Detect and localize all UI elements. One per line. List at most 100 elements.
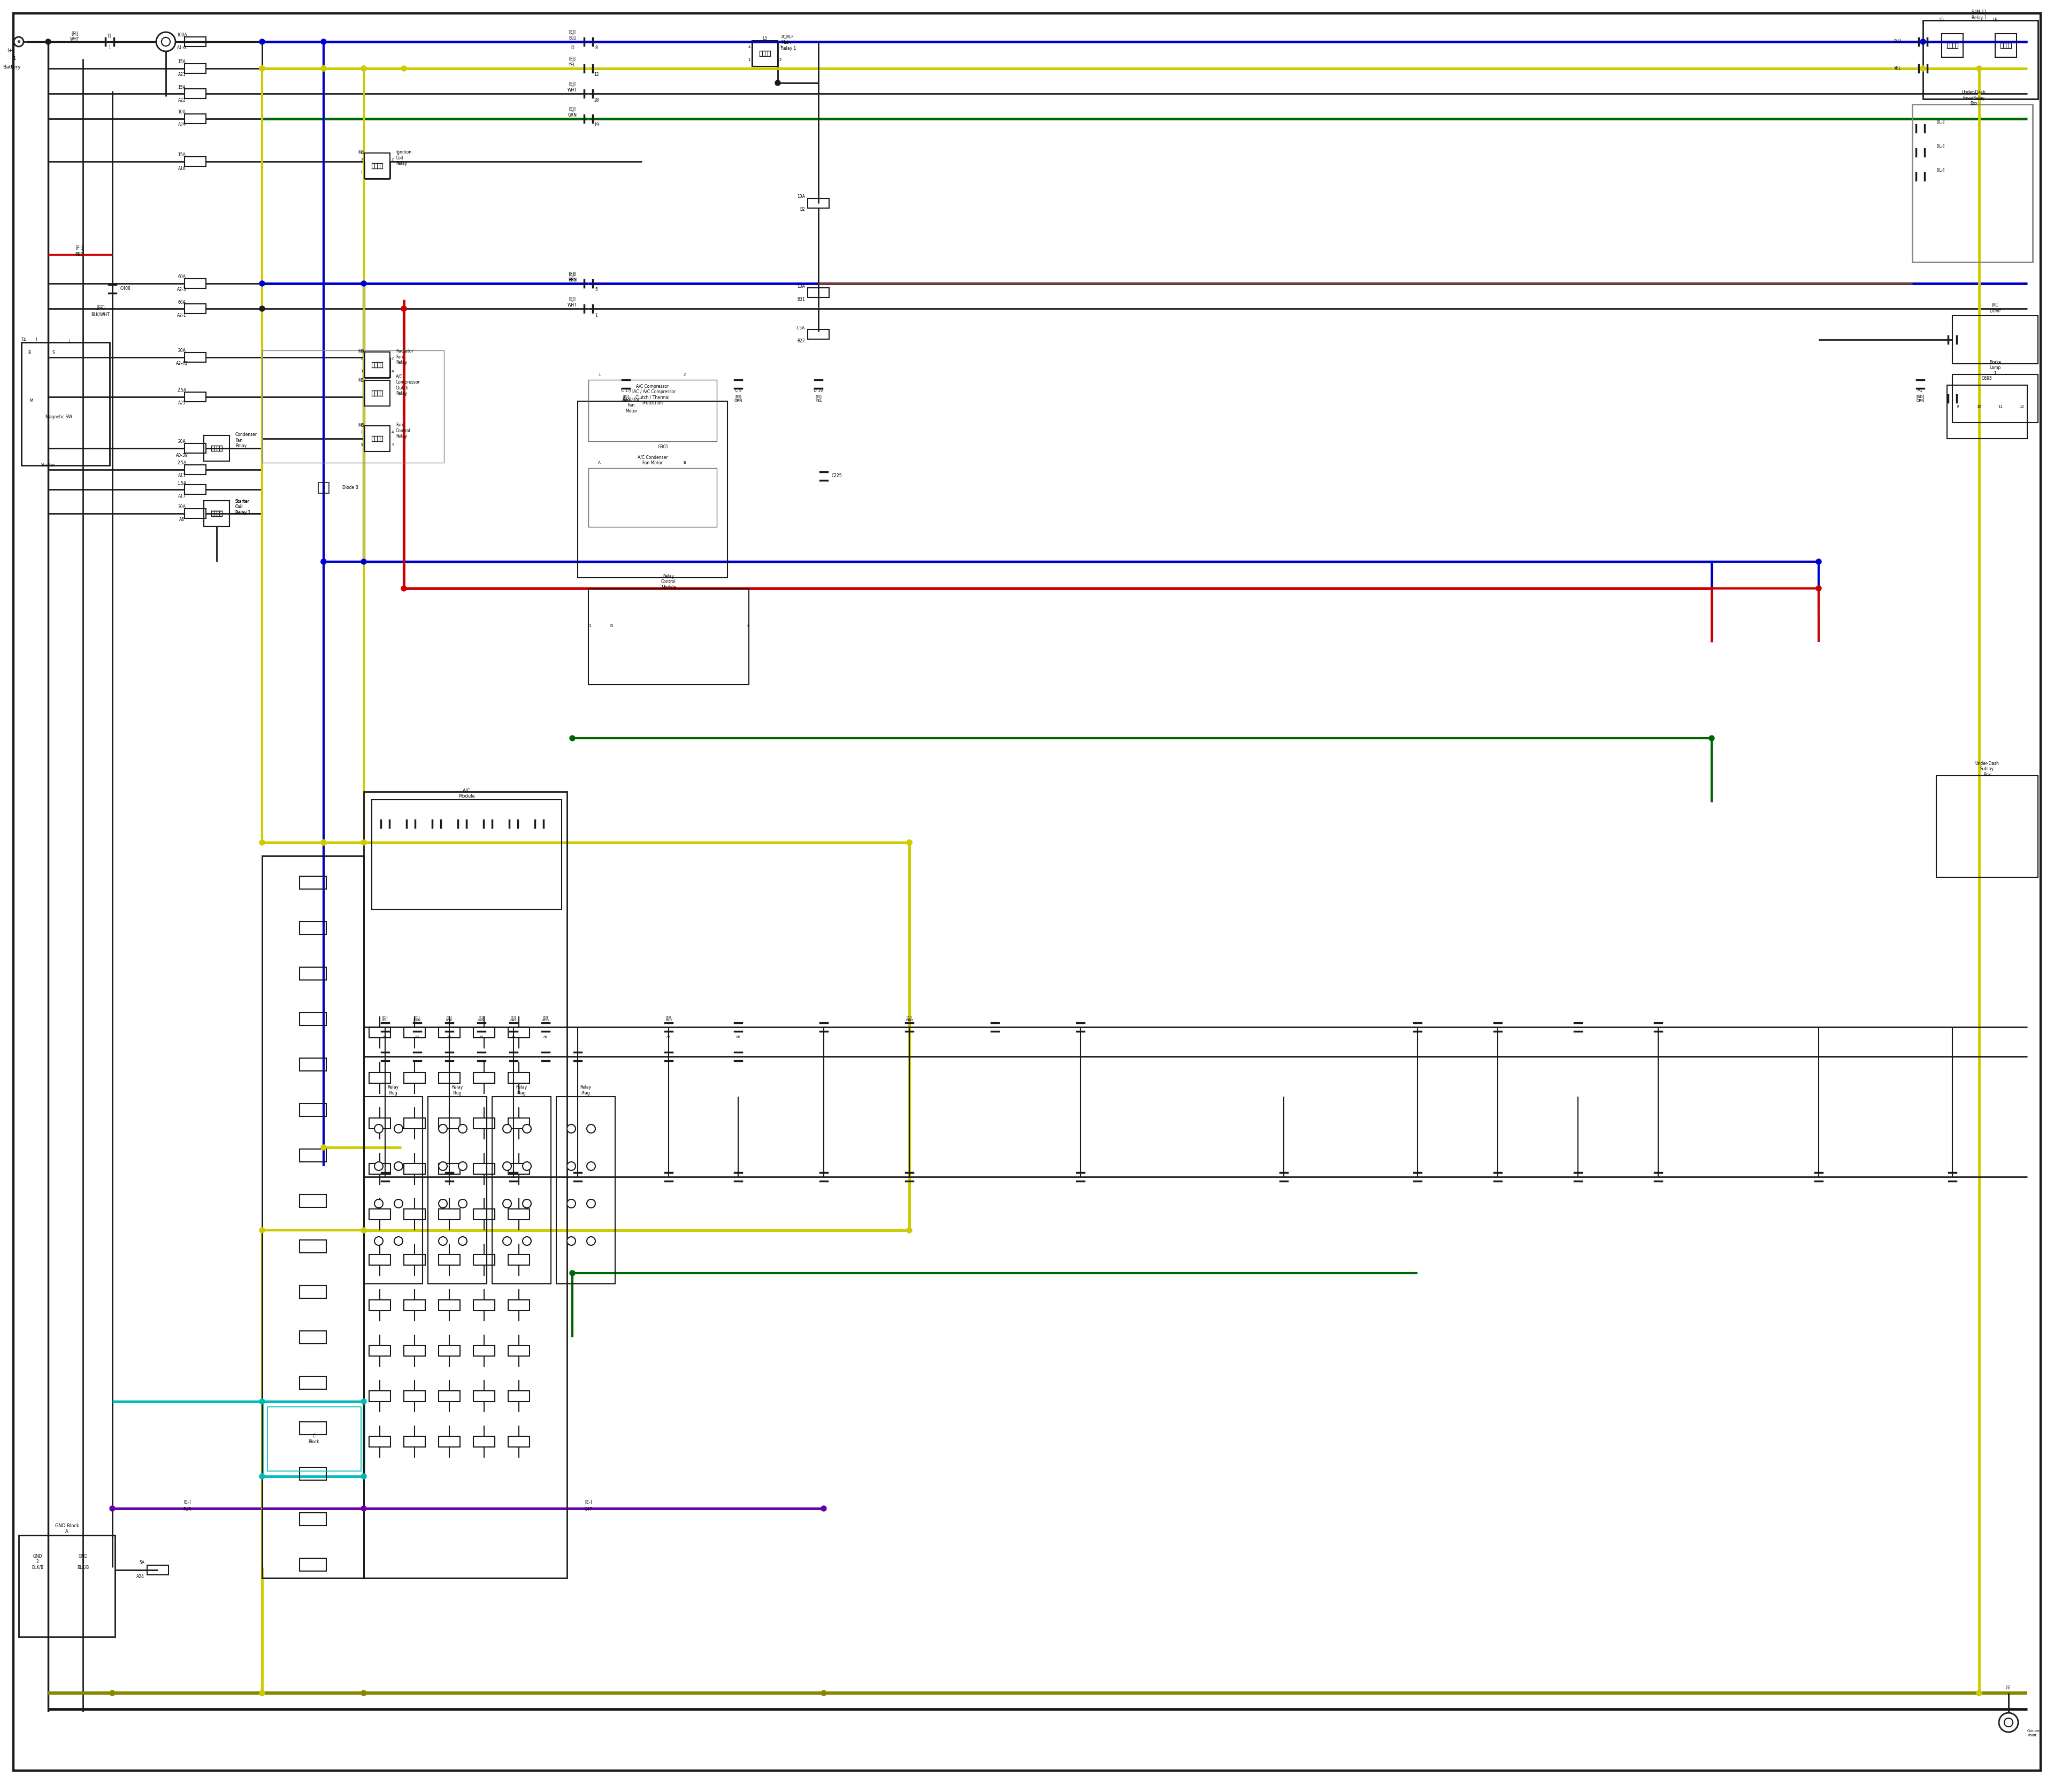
Bar xyxy=(364,380,390,407)
Bar xyxy=(807,199,830,208)
Bar xyxy=(370,1027,390,1038)
Bar xyxy=(440,1073,460,1082)
Text: 1: 1 xyxy=(109,47,111,50)
Text: 12: 12 xyxy=(594,72,600,77)
Text: [IL-]: [IL-] xyxy=(1937,143,1945,149)
Bar xyxy=(370,1118,390,1129)
Text: [EJ]
GRN: [EJ] GRN xyxy=(567,108,577,118)
Text: A4: A4 xyxy=(479,1036,483,1038)
Circle shape xyxy=(259,66,265,72)
Text: 1: 1 xyxy=(35,337,37,342)
Text: L5: L5 xyxy=(1939,18,1945,23)
Text: C 17: C 17 xyxy=(620,389,631,392)
Circle shape xyxy=(362,559,366,564)
Text: G301: G301 xyxy=(657,444,670,450)
Text: A/C
Module: A/C Module xyxy=(458,788,474,799)
Text: D: D xyxy=(571,47,573,50)
Bar xyxy=(507,1254,530,1265)
Text: [EJ]
BLU: [EJ] BLU xyxy=(665,1016,672,1021)
Text: BLU: BLU xyxy=(1894,39,1902,45)
Text: C408: C408 xyxy=(121,287,131,292)
Bar xyxy=(472,1163,495,1174)
Circle shape xyxy=(567,1124,575,1133)
Text: [IL-]: [IL-] xyxy=(1937,120,1945,124)
Circle shape xyxy=(440,1161,448,1170)
Circle shape xyxy=(320,840,327,846)
Bar xyxy=(300,1195,327,1208)
Bar xyxy=(318,482,329,493)
Bar xyxy=(300,1468,327,1480)
Bar xyxy=(300,1104,327,1116)
Bar xyxy=(405,1118,425,1129)
Bar xyxy=(405,1163,425,1174)
Text: A17: A17 xyxy=(179,493,185,498)
Text: Relay
Plug: Relay Plug xyxy=(452,1084,462,1095)
Bar xyxy=(300,1057,327,1072)
Bar xyxy=(587,588,750,685)
Text: A2: A2 xyxy=(415,1036,419,1038)
Circle shape xyxy=(362,1473,366,1478)
Text: A1: A1 xyxy=(1918,389,1923,392)
Text: A6: A6 xyxy=(179,518,185,521)
Bar xyxy=(507,1299,530,1310)
Text: A8: A8 xyxy=(735,1036,739,1038)
Text: A2-3: A2-3 xyxy=(177,287,187,292)
Circle shape xyxy=(401,306,407,312)
Bar xyxy=(587,468,717,527)
Circle shape xyxy=(362,66,366,72)
Circle shape xyxy=(1709,735,1715,740)
Bar xyxy=(440,1254,460,1265)
Text: [E-]: [E-] xyxy=(76,246,82,251)
Circle shape xyxy=(458,1161,466,1170)
Text: PCM-F
Main
Relay 1: PCM-F Main Relay 1 xyxy=(781,34,797,50)
Text: 10A: 10A xyxy=(179,109,185,115)
Circle shape xyxy=(259,1228,265,1233)
Text: GND
3
BLK/B: GND 3 BLK/B xyxy=(76,1554,88,1570)
Bar xyxy=(507,1027,530,1038)
Bar xyxy=(370,1391,390,1401)
Text: GND
2
BLK/B: GND 2 BLK/B xyxy=(31,1554,43,1570)
Bar xyxy=(557,1097,614,1283)
Circle shape xyxy=(587,1124,596,1133)
Text: A0-39: A0-39 xyxy=(177,453,187,457)
Text: L6: L6 xyxy=(1992,18,1999,23)
Circle shape xyxy=(320,559,327,564)
Circle shape xyxy=(458,1124,466,1133)
Text: 3: 3 xyxy=(359,369,364,373)
Bar xyxy=(300,1012,327,1025)
Text: 1: 1 xyxy=(587,624,592,627)
Text: Radiator
Fan
Motor: Radiator Fan Motor xyxy=(622,398,641,414)
Text: Ground
Point: Ground Point xyxy=(2027,1729,2042,1736)
Text: M6: M6 xyxy=(357,423,364,428)
Circle shape xyxy=(259,1690,265,1695)
Bar xyxy=(405,1027,425,1038)
Text: Brake
Lamp
1: Brake Lamp 1 xyxy=(1988,360,2001,376)
Circle shape xyxy=(440,1199,448,1208)
Text: B: B xyxy=(29,351,31,355)
Circle shape xyxy=(906,840,912,846)
Circle shape xyxy=(401,586,407,591)
Bar xyxy=(185,443,205,453)
Bar xyxy=(185,280,205,289)
Circle shape xyxy=(320,1145,327,1150)
Circle shape xyxy=(906,1228,912,1233)
Text: Starter
Coil
Relay 1: Starter Coil Relay 1 xyxy=(236,500,251,514)
Text: GND Block
A: GND Block A xyxy=(55,1523,78,1534)
Text: A2-41: A2-41 xyxy=(177,362,187,366)
Bar xyxy=(1941,34,1964,57)
Bar xyxy=(370,1346,390,1357)
Text: T4: T4 xyxy=(21,337,27,342)
Text: [EJ]
ORN: [EJ] ORN xyxy=(413,1016,421,1021)
Text: T1: T1 xyxy=(107,34,113,38)
Circle shape xyxy=(362,1400,366,1405)
Bar xyxy=(1953,315,2038,364)
Circle shape xyxy=(503,1124,511,1133)
Text: 1.5A: 1.5A xyxy=(177,480,187,486)
Circle shape xyxy=(567,1236,575,1245)
Bar xyxy=(370,1163,390,1174)
Text: 1: 1 xyxy=(68,340,70,344)
Circle shape xyxy=(259,281,265,287)
Text: C 9: C 9 xyxy=(735,389,741,392)
Bar xyxy=(370,1435,390,1446)
Bar xyxy=(364,351,390,378)
